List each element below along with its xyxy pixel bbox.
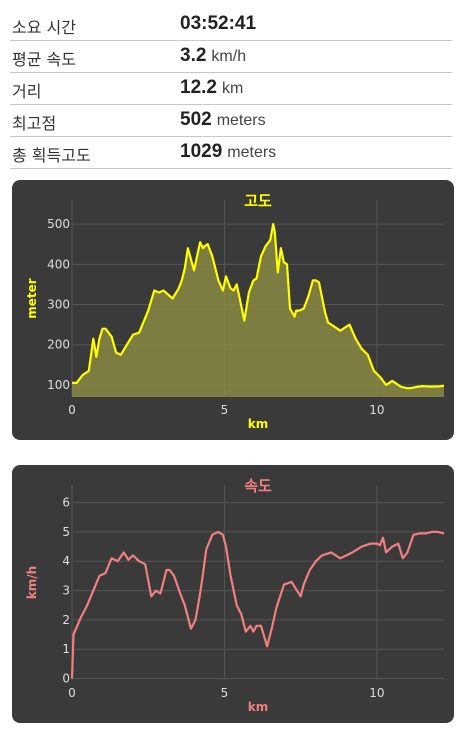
altitude-area-fill — [72, 224, 444, 397]
altitude-x-tick-label: 5 — [221, 403, 229, 417]
stat-unit: meters — [227, 144, 277, 161]
stat-label: 거리 — [12, 82, 42, 101]
altitude-y-axis-label: meter — [25, 278, 39, 319]
altitude-y-tick-label: 200 — [47, 338, 70, 352]
speed-y-tick-label: 5 — [62, 525, 70, 539]
altitude-title: 고도 — [244, 192, 272, 210]
speed-y-tick-label: 2 — [62, 613, 70, 627]
stat-value: 1029 meters — [180, 141, 276, 163]
speed-y-tick-label: 4 — [62, 554, 70, 568]
speed-y-tick-label: 0 — [62, 672, 70, 686]
speed-y-tick-label: 6 — [62, 496, 70, 510]
stat-value-number: 03:52:41 — [180, 13, 257, 34]
altitude-y-tick-label: 500 — [47, 217, 70, 231]
stat-row-max-altitude: 최고점 502 meters — [10, 104, 452, 137]
stat-label: 총 획득고도 — [12, 146, 91, 165]
altitude-line — [72, 222, 445, 390]
altitude-x-tick-label: 10 — [369, 403, 384, 417]
stat-value-number: 502 — [180, 109, 212, 130]
speed-y-tick-label: 1 — [62, 642, 70, 656]
speed-y-axis-label: km/h — [25, 566, 39, 599]
speed-chart: 0 5 10 0 1 2 3 4 5 6 속도 km km/h — [25, 477, 445, 714]
speed-chart-panel: 0 5 10 0 1 2 3 4 5 6 속도 km km/h — [12, 465, 454, 723]
speed-x-tick-label: 0 — [68, 686, 76, 700]
stat-row-total-ascent: 총 획득고도 1029 meters — [10, 136, 452, 169]
speed-title: 속도 — [244, 477, 272, 495]
stat-label: 소요 시간 — [12, 18, 76, 37]
altitude-chart-panel: 0 5 10 100 200 300 400 500 고도 km meter — [12, 180, 454, 440]
stat-unit: km — [221, 80, 244, 97]
stat-label: 최고점 — [12, 114, 57, 133]
speed-line — [70, 530, 445, 679]
stat-value-number: 12.2 — [180, 77, 217, 98]
speed-y-tick-label: 3 — [62, 584, 70, 598]
stat-value-number: 3.2 — [180, 45, 207, 66]
stat-row-duration: 소요 시간 03:52:41 — [10, 8, 452, 41]
stat-value: 3.2 km/h — [180, 45, 246, 67]
stat-value: 03:52:41 — [180, 13, 261, 35]
speed-x-tick-label: 5 — [221, 686, 229, 700]
stat-unit: km/h — [211, 48, 247, 65]
speed-x-tick-label: 10 — [369, 686, 384, 700]
stat-value: 502 meters — [180, 109, 266, 131]
stat-unit: meters — [216, 112, 266, 129]
altitude-y-tick-label: 300 — [47, 298, 70, 312]
stat-value: 12.2 km — [180, 77, 243, 99]
altitude-y-tick-label: 100 — [47, 378, 70, 392]
altitude-y-tick-label: 400 — [47, 257, 70, 271]
altitude-x-tick-label: 0 — [68, 403, 76, 417]
altitude-x-axis-label: km — [248, 417, 268, 431]
stat-label: 평균 속도 — [12, 50, 76, 69]
stat-value-number: 1029 — [180, 141, 223, 162]
speed-x-axis-label: km — [248, 700, 268, 714]
stat-row-distance: 거리 12.2 km — [10, 72, 452, 105]
stat-row-avg-speed: 평균 속도 3.2 km/h — [10, 40, 452, 73]
altitude-chart: 0 5 10 100 200 300 400 500 고도 km meter — [25, 192, 445, 431]
